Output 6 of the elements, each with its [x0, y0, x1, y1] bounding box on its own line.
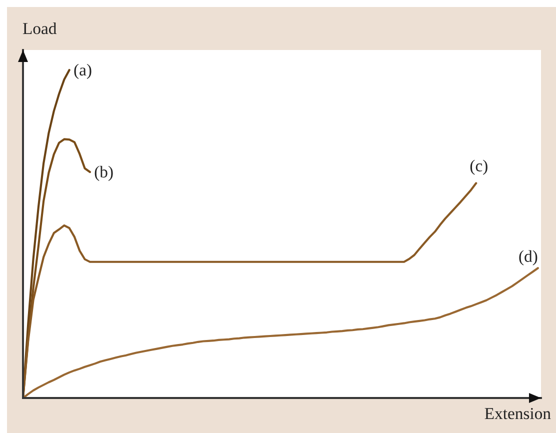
series-label: (b) — [94, 166, 113, 181]
x-axis-title: Extension — [484, 408, 551, 420]
y-axis-title: Load — [22, 22, 57, 34]
series-label: (d) — [519, 250, 538, 266]
series-label: (a) — [74, 64, 92, 79]
series-label: (c) — [470, 160, 488, 175]
